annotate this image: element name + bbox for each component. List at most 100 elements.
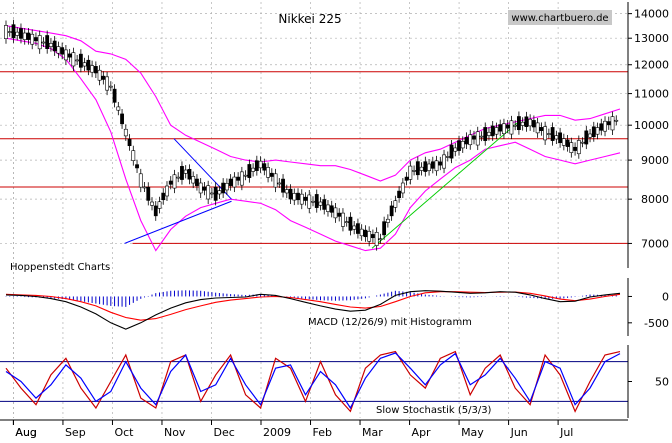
candle-body [161, 192, 166, 201]
candle-body [517, 116, 521, 131]
candle-body [78, 53, 83, 68]
candle-body [90, 65, 95, 73]
price-candles [4, 19, 619, 251]
candle-body [236, 176, 241, 181]
x-tick-label: Nov [164, 426, 186, 439]
x-tick-label: 2009 [263, 426, 291, 439]
candle-body [273, 173, 278, 188]
candle-body [101, 75, 106, 80]
candle-body [520, 121, 525, 126]
candle-body [434, 160, 439, 172]
candle-body [135, 164, 139, 169]
candle-body [427, 163, 431, 171]
candle-body [554, 135, 559, 140]
candle-body [356, 223, 360, 234]
candle-body [333, 207, 338, 219]
candle-body [116, 106, 121, 111]
candle-body [228, 178, 233, 186]
candle-body [108, 85, 113, 88]
candle-body [172, 174, 177, 189]
candle-body [438, 161, 443, 166]
candle-body [146, 186, 151, 201]
candle-body [22, 32, 27, 40]
candle-body [67, 53, 72, 58]
candle-body [614, 119, 619, 122]
candle-body [468, 134, 473, 146]
candle-body [213, 186, 218, 201]
candle-body [513, 124, 518, 127]
candle-body [314, 194, 319, 208]
candle-body [30, 33, 35, 45]
candle-body [449, 144, 454, 159]
x-tick-label: Aug [15, 426, 36, 439]
candle-body [157, 201, 162, 209]
candle-body [4, 25, 8, 39]
price-tick-label: 7000 [641, 237, 669, 250]
candle-body [348, 216, 353, 231]
watermark-bg [508, 10, 612, 25]
candle-body [576, 140, 581, 155]
candle-body [187, 168, 192, 180]
price-tick-label: 12000 [634, 59, 669, 72]
candle-body [247, 164, 252, 178]
price-tick-label: 10000 [634, 119, 669, 132]
price-tick-label: 11000 [634, 88, 669, 101]
candle-body [558, 132, 562, 144]
price-tick-label: 13000 [634, 32, 669, 45]
candle-body [397, 190, 402, 199]
candle-body [11, 24, 16, 39]
candle-body [243, 174, 248, 177]
candle-body [202, 186, 207, 191]
candle-body [487, 131, 491, 136]
trend-line-2 [371, 121, 519, 249]
candle-body [442, 154, 446, 169]
candle-body [168, 180, 173, 185]
candle-body [112, 88, 117, 103]
candle-body [7, 31, 12, 33]
candle-body [550, 127, 555, 141]
candle-body [337, 212, 342, 217]
candle-body [198, 182, 203, 194]
stochastic-tick-label: 50 [655, 376, 669, 389]
candle-body [258, 160, 263, 169]
candle-body [595, 127, 600, 135]
candle-body [127, 138, 132, 147]
candle-body [445, 156, 450, 158]
x-tick-label: Apr [412, 426, 432, 439]
candle-body [505, 124, 510, 129]
candle-body [292, 193, 297, 201]
candle-body [266, 167, 270, 178]
bollinger-bands [5, 25, 621, 252]
candle-body [524, 116, 529, 128]
candle-body [131, 150, 136, 161]
macd-label: MACD (12/26/9) mit Histogramm [308, 317, 472, 328]
stochastic-k-line [5, 350, 621, 413]
candle-body [419, 166, 424, 171]
candle-body [423, 161, 428, 172]
candle-body [269, 172, 274, 177]
candle-body [472, 135, 476, 140]
candle-body [412, 170, 416, 172]
candle-body [322, 199, 327, 210]
candle-body [165, 185, 169, 197]
candle-body [371, 234, 375, 239]
candle-body [26, 32, 31, 40]
candle-body [251, 167, 255, 172]
candle-body [37, 35, 42, 50]
candle-body [367, 230, 372, 242]
candle-body [565, 139, 570, 147]
candle-body [105, 76, 109, 91]
candle-body [363, 229, 368, 238]
macd-tick-label: -500 [644, 317, 669, 330]
candle-body [210, 192, 214, 195]
candle-body [311, 200, 315, 203]
candle-body [206, 185, 211, 200]
candle-body [71, 52, 76, 67]
candle-body [97, 69, 102, 81]
macd-line [5, 290, 621, 330]
price-tick-label: 9000 [641, 154, 669, 167]
candle-body [475, 131, 480, 146]
candle-body [326, 204, 330, 212]
